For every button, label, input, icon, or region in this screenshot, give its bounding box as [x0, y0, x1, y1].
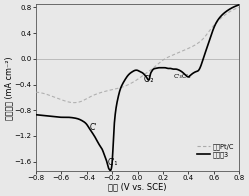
Legend: 商业Pt/C, 实验例3: 商业Pt/C, 实验例3 — [196, 142, 236, 160]
Text: C'₂: C'₂ — [144, 75, 154, 84]
Text: C': C' — [90, 122, 97, 132]
Y-axis label: 电流密度 (mA cm⁻²): 电流密度 (mA cm⁻²) — [4, 56, 13, 120]
Text: C'₃C'₄: C'₃C'₄ — [174, 74, 191, 79]
X-axis label: 电势 (V vs. SCE): 电势 (V vs. SCE) — [108, 183, 167, 192]
Text: C'₁: C'₁ — [108, 159, 118, 168]
